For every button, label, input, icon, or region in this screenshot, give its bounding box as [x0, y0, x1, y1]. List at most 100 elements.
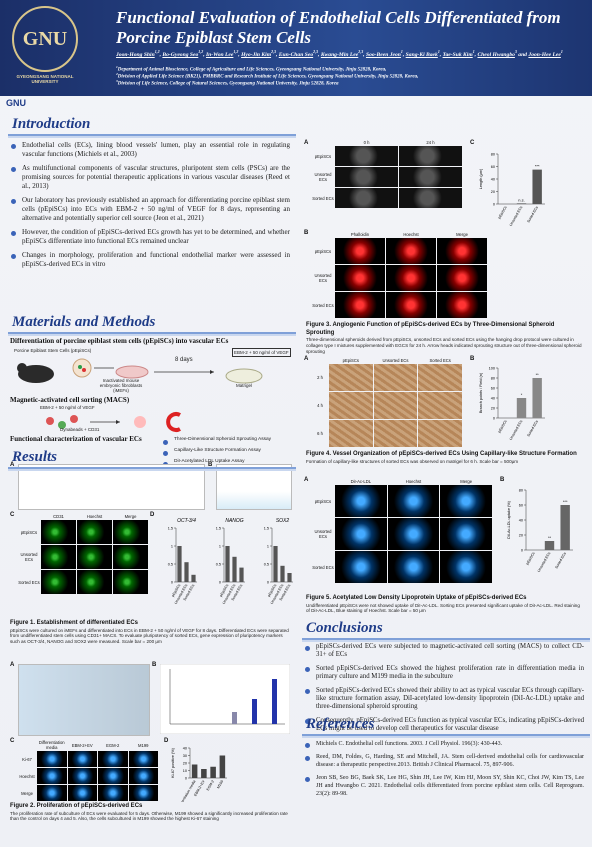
panel-label: B — [208, 462, 213, 468]
corner — [312, 479, 334, 484]
author-affiliation: 2,3 — [358, 50, 364, 55]
y-tick-label: 30 — [183, 754, 187, 758]
authors: Joon-Hong Shin1,2, Bo-Gyeong Seo1,2, In-… — [116, 50, 586, 59]
panel-label: B — [304, 230, 309, 236]
micrograph — [335, 146, 398, 166]
micrograph — [41, 570, 76, 594]
x-tick-label: Unsorted ECs — [509, 205, 524, 227]
chart: DiI-Ac-LDL uptake (%) 0 20 40 60 80 pEpiSCs Uns… — [507, 488, 573, 573]
header — [0, 0, 592, 96]
affiliation-number: 3 — [116, 79, 118, 84]
affiliation: 1Department of Animal Bioscience, Colleg… — [116, 65, 586, 74]
strip-logo: GNU — [6, 98, 26, 108]
bar — [191, 764, 198, 778]
caption-text: pEpiSCs were cultured on iMEFs and diffe… — [10, 627, 289, 645]
micrograph — [41, 545, 76, 569]
column-label: M199 — [138, 742, 149, 748]
y-axis-label: Branch points / Field (n) — [479, 372, 483, 413]
row-label: Unsorted ECs — [20, 552, 38, 562]
y-tick-label: 1.5 — [216, 526, 221, 530]
column-label: Sorted ECs — [429, 358, 451, 363]
row-label: Merge — [21, 790, 33, 796]
bar — [239, 567, 244, 582]
y-tick-label: 20 — [183, 761, 187, 765]
panel-label: C — [10, 738, 15, 744]
panel-label: A — [304, 356, 309, 362]
column-label: Merge — [124, 514, 137, 519]
separator: , — [275, 52, 279, 58]
micrograph — [37, 768, 67, 784]
y-tick-label: 0 — [493, 202, 495, 206]
caption-title: Figure 1. Establishment of differentiate… — [10, 620, 139, 626]
row-label: Sorted ECs — [312, 195, 334, 201]
bar — [210, 766, 216, 778]
bar — [177, 546, 182, 582]
y-tick-label: 80 — [491, 152, 495, 156]
caption-title: Figure 5. Acetylated Low Density Lipopro… — [306, 595, 527, 601]
x-tick-label: Unsorted ECs — [537, 551, 552, 573]
column-label: Hoechst — [86, 514, 103, 519]
separator: , — [439, 52, 443, 58]
x-tick-label: EGM-2 — [206, 780, 215, 792]
row-label: Unsorted ECs — [314, 273, 332, 283]
column-label: 0 h — [363, 140, 370, 145]
author-name: Tae-Suk Kim — [442, 52, 473, 58]
author-affiliation: 2,3 — [313, 50, 319, 55]
bar — [280, 565, 285, 582]
column-label: Differentiation media — [38, 740, 65, 750]
x-tick-label: Differentiation media — [177, 780, 197, 803]
y-tick-label: 80 — [491, 376, 495, 380]
micrograph — [41, 520, 76, 544]
caption-title: Figure 2. Proliferation of pEpiSCs-deriv… — [10, 803, 143, 809]
row-label: 4 h — [317, 403, 323, 408]
row-label: Unsorted ECs — [314, 529, 332, 539]
chart: Ki-67 positive (%) 0 10 20 30 40 Differentiati… — [171, 746, 227, 803]
bar — [232, 556, 237, 582]
y-tick-label: 1.5 — [264, 526, 269, 530]
annotation: ** — [536, 372, 540, 377]
micrograph — [437, 238, 487, 264]
list-item: Our laboratory has previously establishe… — [8, 196, 290, 223]
label: EBM-2 + 50 ng/ml of VEGF — [40, 405, 95, 410]
list-item: Changes in morphology, proliferation and… — [8, 251, 290, 269]
micrograph — [335, 265, 385, 291]
micrograph — [440, 485, 492, 517]
author-name: Sang-Ki Baek — [405, 52, 438, 58]
figure1-top: A B — [10, 460, 292, 530]
author-name: Joon-Hee Lee — [528, 52, 561, 58]
list-item: As multifunctional components of vascula… — [8, 164, 290, 191]
timeline-image — [18, 464, 205, 510]
macs-diagram — [46, 412, 181, 432]
y-tick-label: 40 — [183, 746, 187, 750]
label: EBM-2 + 50 ng/ml of VEGF — [232, 348, 291, 357]
bar — [544, 541, 555, 550]
y-tick-label: 40 — [491, 177, 495, 181]
x-tick-label: Sorted ECs — [554, 551, 567, 569]
affiliation: 2Division of Applied Life Science (BK21)… — [116, 72, 586, 81]
image-grid: Phalloidin Hoechst Merge pEpiSCs Unsorted EC… — [312, 232, 487, 318]
caption-text: Undifferentiated pEpiSCs were not showed… — [306, 602, 580, 614]
annotation: *** — [563, 499, 568, 504]
bar — [201, 769, 207, 778]
column-label: Merge — [460, 479, 473, 484]
section-heading: Introduction — [8, 116, 296, 136]
author-name: Kwang-Min Lee — [320, 52, 359, 58]
y-tick-label: 0 — [493, 416, 495, 420]
label: Dynabeads + CD31 — [60, 427, 100, 432]
subheading: Functional characterization of vascular … — [10, 435, 142, 443]
caption: Figure 2. Proliferation of pEpiSCs-deriv… — [10, 803, 292, 822]
y-tick-label: 20 — [491, 406, 495, 410]
column-label: pEpiSCs — [342, 358, 359, 363]
corner — [312, 140, 334, 145]
y-tick-label: 10 — [183, 769, 187, 773]
list-item: Jeon SB, Seo BG, Baek SK, Lee HG, Shin J… — [302, 774, 584, 798]
author-name: Eun-Chan Seo — [278, 52, 314, 58]
micrograph — [440, 518, 492, 550]
y-axis-label: Ki-67 positive (%) — [171, 747, 175, 777]
separator: , — [159, 52, 163, 58]
panel-label: A — [304, 140, 309, 146]
bar — [532, 169, 542, 204]
annotation: n.s. — [518, 197, 524, 202]
